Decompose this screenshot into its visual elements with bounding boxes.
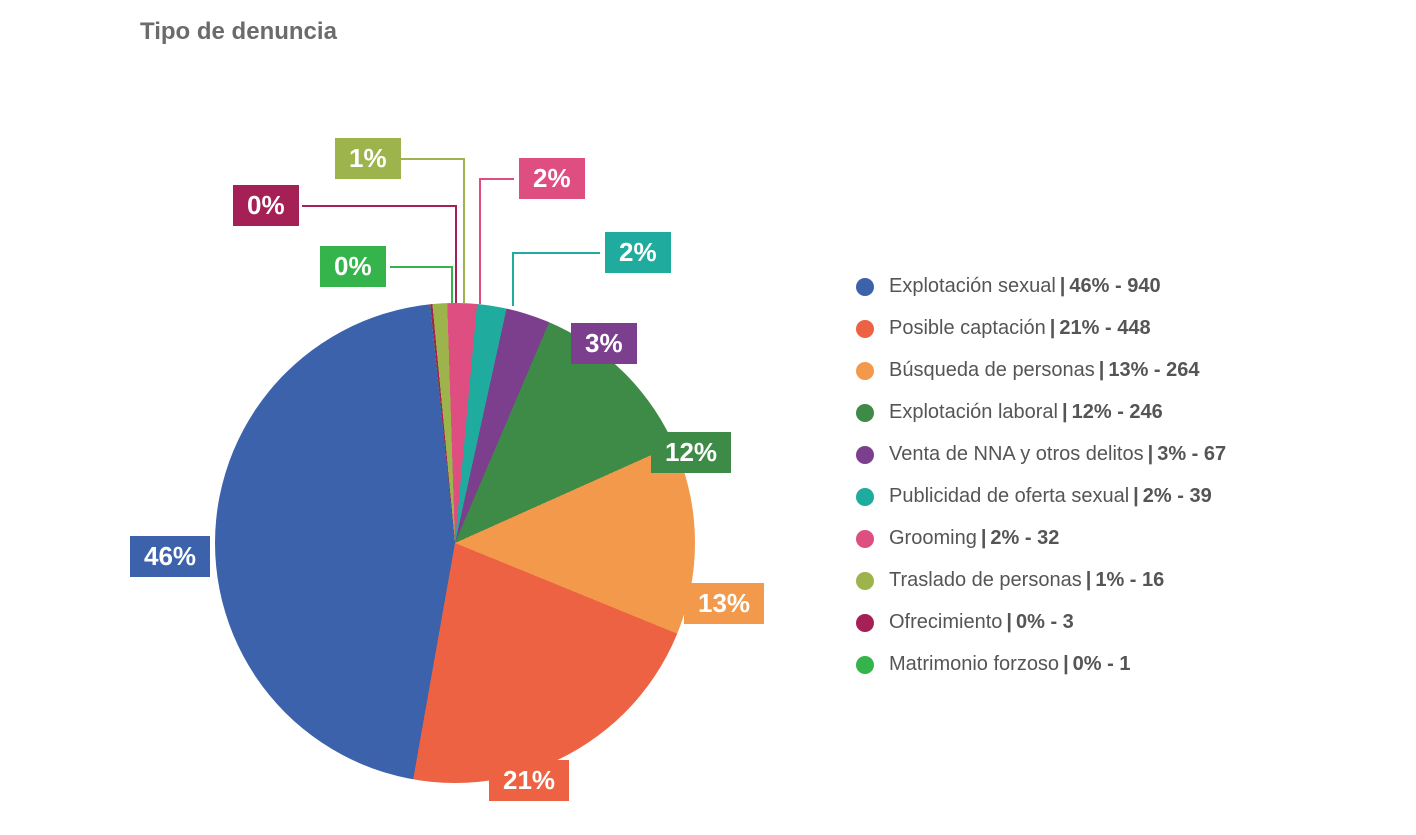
legend: Explotación sexual | 46% - 940 Posible ca… [856,275,1356,695]
legend-item: Publicidad de oferta sexual | 2% - 39 [856,485,1356,508]
legend-item: Matrimonio forzoso | 0% - 1 [856,653,1356,676]
legend-value: 0% - 1 [1073,653,1131,676]
legend-item: Venta de NNA y otros delitos | 3% - 67 [856,443,1356,466]
legend-value: 13% - 264 [1108,359,1199,382]
pct-callout: 0% [233,185,299,226]
legend-swatch [856,614,874,632]
legend-value: 1% - 16 [1095,569,1164,592]
legend-value: 2% - 32 [990,527,1059,550]
pct-callout: 2% [519,158,585,199]
legend-swatch [856,404,874,422]
legend-label: Ofrecimiento [889,611,1002,634]
legend-separator: | [1099,359,1105,382]
legend-swatch [856,446,874,464]
legend-label: Matrimonio forzoso [889,653,1059,676]
legend-value: 2% - 39 [1143,485,1212,508]
pct-callout: 12% [651,432,731,473]
legend-item: Búsqueda de personas | 13% - 264 [856,359,1356,382]
legend-label: Publicidad de oferta sexual [889,485,1129,508]
pct-callout: 13% [684,583,764,624]
legend-item: Posible captación | 21% - 448 [856,317,1356,340]
legend-label: Explotación laboral [889,401,1058,424]
legend-label: Búsqueda de personas [889,359,1095,382]
legend-swatch [856,656,874,674]
legend-item: Traslado de personas | 1% - 16 [856,569,1356,592]
legend-item: Grooming | 2% - 32 [856,527,1356,550]
legend-value: 21% - 448 [1059,317,1150,340]
figure-root: Tipo de denuncia 46%21%13%12%3%2%2%1%0%0… [0,0,1416,835]
pct-callout: 0% [320,246,386,287]
pct-callout: 2% [605,232,671,273]
pie-disc [215,303,695,783]
legend-swatch [856,572,874,590]
legend-label: Explotación sexual [889,275,1056,298]
pct-callout: 1% [335,138,401,179]
pie-chart: 46% 21% 13% 12% 3% 2% 2% 1% 0% 0% [0,0,900,835]
legend-swatch [856,320,874,338]
legend-label: Traslado de personas [889,569,1082,592]
legend-item: Explotación sexual | 46% - 940 [856,275,1356,298]
legend-value: 3% - 67 [1157,443,1226,466]
legend-separator: | [1006,611,1012,634]
legend-item: Ofrecimiento | 0% - 3 [856,611,1356,634]
legend-label: Venta de NNA y otros delitos [889,443,1144,466]
legend-item: Explotación laboral | 12% - 246 [856,401,1356,424]
legend-separator: | [1060,275,1066,298]
pct-callout: 46% [130,536,210,577]
legend-label: Posible captación [889,317,1046,340]
legend-separator: | [1063,653,1069,676]
legend-value: 46% - 940 [1069,275,1160,298]
legend-separator: | [1148,443,1154,466]
legend-separator: | [1133,485,1139,508]
legend-separator: | [1050,317,1056,340]
legend-swatch [856,488,874,506]
legend-swatch [856,278,874,296]
legend-swatch [856,362,874,380]
pct-callout: 3% [571,323,637,364]
pct-callout: 21% [489,760,569,801]
legend-label: Grooming [889,527,977,550]
legend-swatch [856,530,874,548]
legend-value: 12% - 246 [1072,401,1163,424]
legend-separator: | [981,527,987,550]
legend-separator: | [1062,401,1068,424]
legend-separator: | [1086,569,1092,592]
legend-value: 0% - 3 [1016,611,1074,634]
